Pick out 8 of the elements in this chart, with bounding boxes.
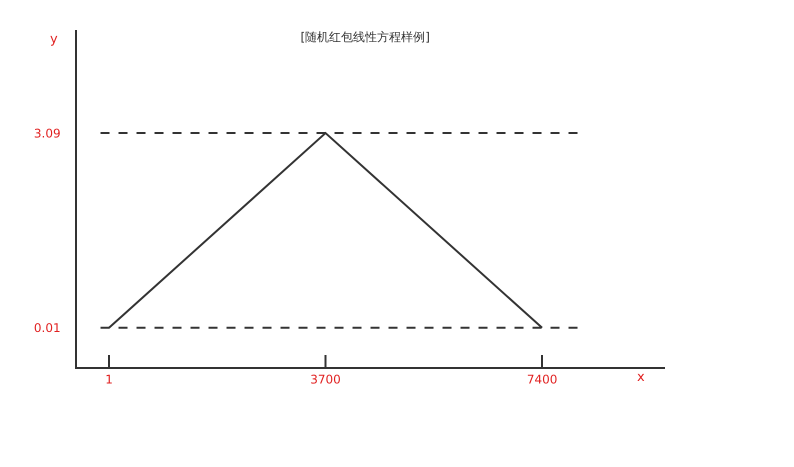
chart-title: [随机红包线性方程样例] xyxy=(300,30,430,44)
y-tick-label: 3.09 xyxy=(34,126,61,140)
x-tick-label: 1 xyxy=(105,372,113,386)
x-tick-label: 3700 xyxy=(310,372,341,386)
x-axis-title: x xyxy=(637,370,645,385)
y-tick-label: 0.01 xyxy=(34,321,61,335)
y-axis-title: y xyxy=(50,32,58,47)
x-tick-label: 7400 xyxy=(526,372,558,386)
